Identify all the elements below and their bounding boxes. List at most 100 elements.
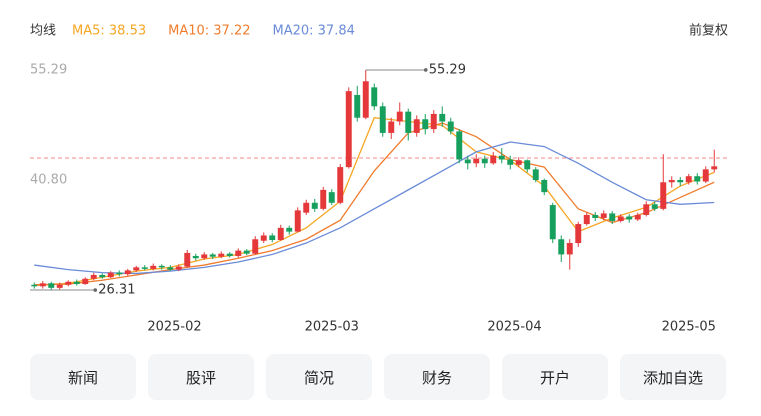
candle-body xyxy=(524,160,531,170)
candle-body xyxy=(201,254,208,259)
candle-body xyxy=(651,204,658,209)
ma-line xyxy=(34,117,715,287)
candle-body xyxy=(56,284,63,288)
candle-body xyxy=(277,227,284,240)
candle-body xyxy=(73,281,80,285)
candle-body xyxy=(286,227,293,232)
candle-body xyxy=(362,81,369,118)
candle-body xyxy=(303,202,310,213)
candle-body xyxy=(354,94,361,118)
candle-body xyxy=(558,239,565,255)
candle-body xyxy=(269,235,276,240)
candle-body xyxy=(694,176,701,182)
candle-body xyxy=(345,91,352,168)
candle-body xyxy=(328,192,335,203)
candle-body xyxy=(82,278,89,285)
candle-body xyxy=(507,159,514,165)
y-tick-label: 55.29 xyxy=(30,62,67,77)
candle-body xyxy=(405,111,412,133)
candle-body xyxy=(294,210,301,232)
candle-body xyxy=(337,167,344,203)
action-button[interactable]: 添加自选 xyxy=(620,354,726,400)
candle-body xyxy=(65,281,72,285)
candle-body xyxy=(141,267,148,269)
x-tick-label: 2025-04 xyxy=(487,320,541,335)
legend-entry: MA10: 37.22 xyxy=(168,24,250,39)
candle-body xyxy=(226,253,233,256)
candle-body xyxy=(481,158,488,164)
ma-line xyxy=(34,122,715,286)
candle-body xyxy=(600,213,607,218)
candle-body xyxy=(379,106,386,133)
candle-body xyxy=(702,169,709,182)
candle-body xyxy=(99,274,106,278)
candle-body xyxy=(184,252,191,267)
candle-body xyxy=(218,253,225,257)
candle-body xyxy=(498,155,505,160)
candle-body xyxy=(456,131,463,160)
candle-body xyxy=(235,250,242,256)
candle-body xyxy=(252,239,259,254)
candle-body xyxy=(167,267,174,270)
candle-body xyxy=(532,169,539,180)
candle-body xyxy=(48,283,55,288)
candle-body xyxy=(617,216,624,222)
candle-body xyxy=(439,113,446,122)
candle-body xyxy=(490,155,497,164)
candle-body xyxy=(320,189,327,209)
candle-body xyxy=(609,213,616,222)
chart: 均线 前复权 MA5: 38.53 MA10: 37.22 MA20: 37.84 5… xyxy=(30,23,729,335)
action-button[interactable]: 开户 xyxy=(502,354,608,400)
candle-body xyxy=(583,214,590,225)
ma-label: 均线 xyxy=(30,24,56,39)
candle-body xyxy=(243,250,250,254)
candle-body xyxy=(31,284,38,287)
annotation-dot xyxy=(93,288,98,292)
annotation-label: 26.31 xyxy=(98,283,135,298)
candle-body xyxy=(515,160,522,165)
x-tick-label: 2025-05 xyxy=(662,320,716,335)
x-tick-label: 2025-02 xyxy=(147,320,201,335)
adjust-label: 前复权 xyxy=(689,23,728,39)
ma-line xyxy=(34,141,715,275)
candle-body xyxy=(566,243,573,255)
action-button[interactable]: 新闻 xyxy=(30,354,136,400)
candle-body xyxy=(592,214,599,218)
candle-body xyxy=(668,180,675,183)
candle-body xyxy=(549,205,556,240)
candle-body xyxy=(413,119,420,133)
candle-body xyxy=(90,274,97,279)
x-tick-label: 2025-03 xyxy=(305,320,359,335)
candle-body xyxy=(575,224,582,244)
candle-body xyxy=(634,214,641,220)
candle-body xyxy=(711,166,718,170)
y-tick-label: 40.80 xyxy=(30,173,67,188)
candle-body xyxy=(158,265,165,268)
candle-body xyxy=(388,121,395,133)
candle-body xyxy=(192,255,199,259)
candle-body xyxy=(175,266,182,270)
candle-body xyxy=(677,180,684,183)
candle-body xyxy=(150,265,157,269)
candle-body xyxy=(260,235,267,241)
candle-body xyxy=(643,204,650,215)
candle-body xyxy=(39,283,46,287)
action-button[interactable]: 财务 xyxy=(384,354,490,400)
annotation-label: 55.29 xyxy=(429,62,466,77)
candle-body xyxy=(107,272,114,278)
candle-body xyxy=(116,272,123,275)
candle-body xyxy=(464,159,471,164)
action-button[interactable]: 简况 xyxy=(266,354,372,400)
annotation-dot xyxy=(423,68,428,72)
candle-body xyxy=(311,202,318,209)
candle-body xyxy=(124,270,131,275)
candle-body xyxy=(447,121,454,132)
candle-body xyxy=(473,158,480,164)
action-button[interactable]: 股评 xyxy=(148,354,254,400)
candle-body xyxy=(422,119,429,130)
candle-body xyxy=(430,113,437,130)
legend-entry: MA20: 37.84 xyxy=(273,24,355,39)
candle-body xyxy=(660,182,667,209)
candle-body xyxy=(133,267,140,271)
